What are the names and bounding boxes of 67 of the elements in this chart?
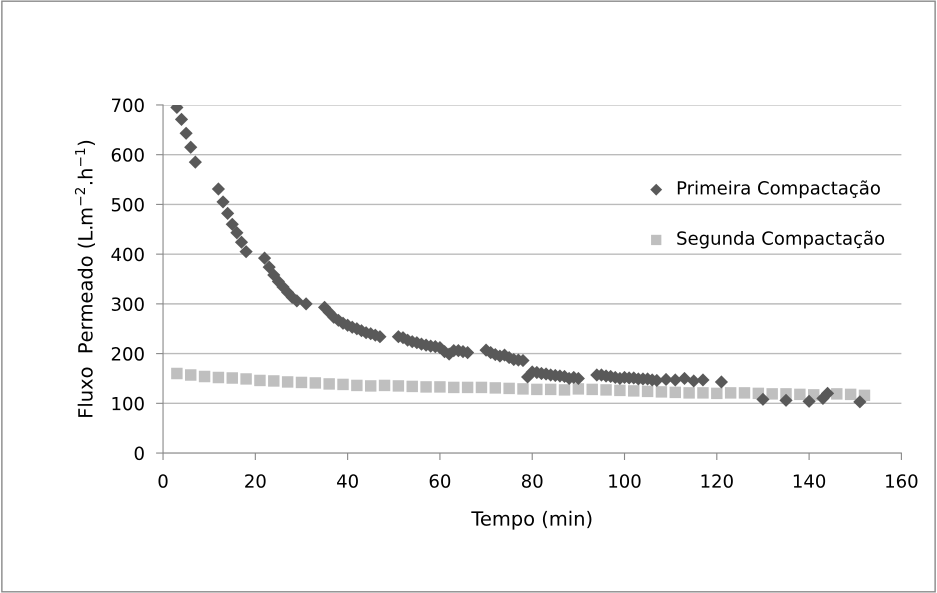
legend-label: Primeira Compactação [678,180,880,198]
y-tick-label: 600 [112,148,144,162]
point [171,368,183,380]
point [337,378,349,390]
point [310,377,322,389]
point [544,384,556,396]
point [642,386,654,398]
x-tick-label: 20 [245,474,266,488]
point [711,388,723,400]
point [212,372,224,384]
point [600,384,612,396]
y-tick-label: 200 [112,347,144,361]
point [392,380,404,392]
point [614,384,626,396]
point [697,387,709,399]
point [766,388,778,400]
point [296,376,308,388]
x-tick-label: 0 [158,474,168,488]
y-tick-label: 300 [112,297,144,311]
x-tick-label: 140 [794,474,826,488]
point [268,375,280,387]
y-axis-title: Fluxo Permeado (L.m$^{−2}$.h$^{−1}$) [74,140,95,417]
point [586,384,598,396]
point [683,387,695,399]
legend-label: Segunda Compactação [677,230,884,248]
y-tick-label: 500 [112,198,144,212]
point [628,385,640,397]
x-tick-label: 60 [430,474,450,488]
point [794,388,806,400]
x-tick-label: 100 [609,474,641,488]
point [476,382,488,394]
point [531,384,543,396]
point [724,387,736,399]
point [420,381,432,393]
point [738,387,750,399]
point [448,382,460,394]
point [351,380,363,392]
point [185,369,196,381]
x-tick-label: 160 [886,474,918,488]
point [462,382,474,394]
x-tick-label: 120 [702,474,733,488]
point [670,386,681,398]
point [434,381,446,393]
point [656,386,668,398]
y-tick-label: 700 [112,98,144,112]
point [378,380,390,392]
point [831,388,843,400]
y-tick-label: 400 [111,248,144,262]
x-tick-label: 80 [522,474,543,488]
y-tick-label: 100 [112,396,144,410]
point [282,376,294,388]
point [254,374,266,386]
point [517,383,529,395]
point [558,384,570,396]
point [503,382,515,394]
point [844,388,856,400]
point [323,378,335,390]
x-axis-title: Tempo (min) [471,510,592,530]
point [198,370,210,382]
point [364,380,376,392]
y-tick-label: 0 [134,446,144,460]
point [240,373,252,385]
x-tick-label: 40 [337,474,358,488]
point [572,383,584,395]
point [490,382,502,394]
point [406,380,418,392]
point [226,372,238,384]
